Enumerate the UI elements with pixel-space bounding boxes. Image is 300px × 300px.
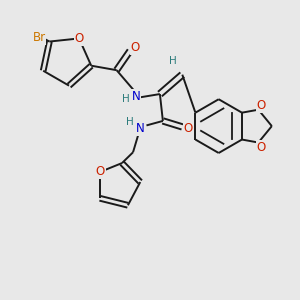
Text: H: H [122,94,130,103]
Text: O: O [95,166,105,178]
Text: H: H [169,56,177,66]
Text: O: O [257,99,266,112]
Text: O: O [184,122,193,135]
Text: Br: Br [32,31,46,44]
Text: N: N [136,122,145,135]
Text: N: N [132,90,140,103]
Text: O: O [257,140,266,154]
Text: H: H [126,116,134,127]
Text: O: O [131,41,140,54]
Text: O: O [74,32,84,45]
